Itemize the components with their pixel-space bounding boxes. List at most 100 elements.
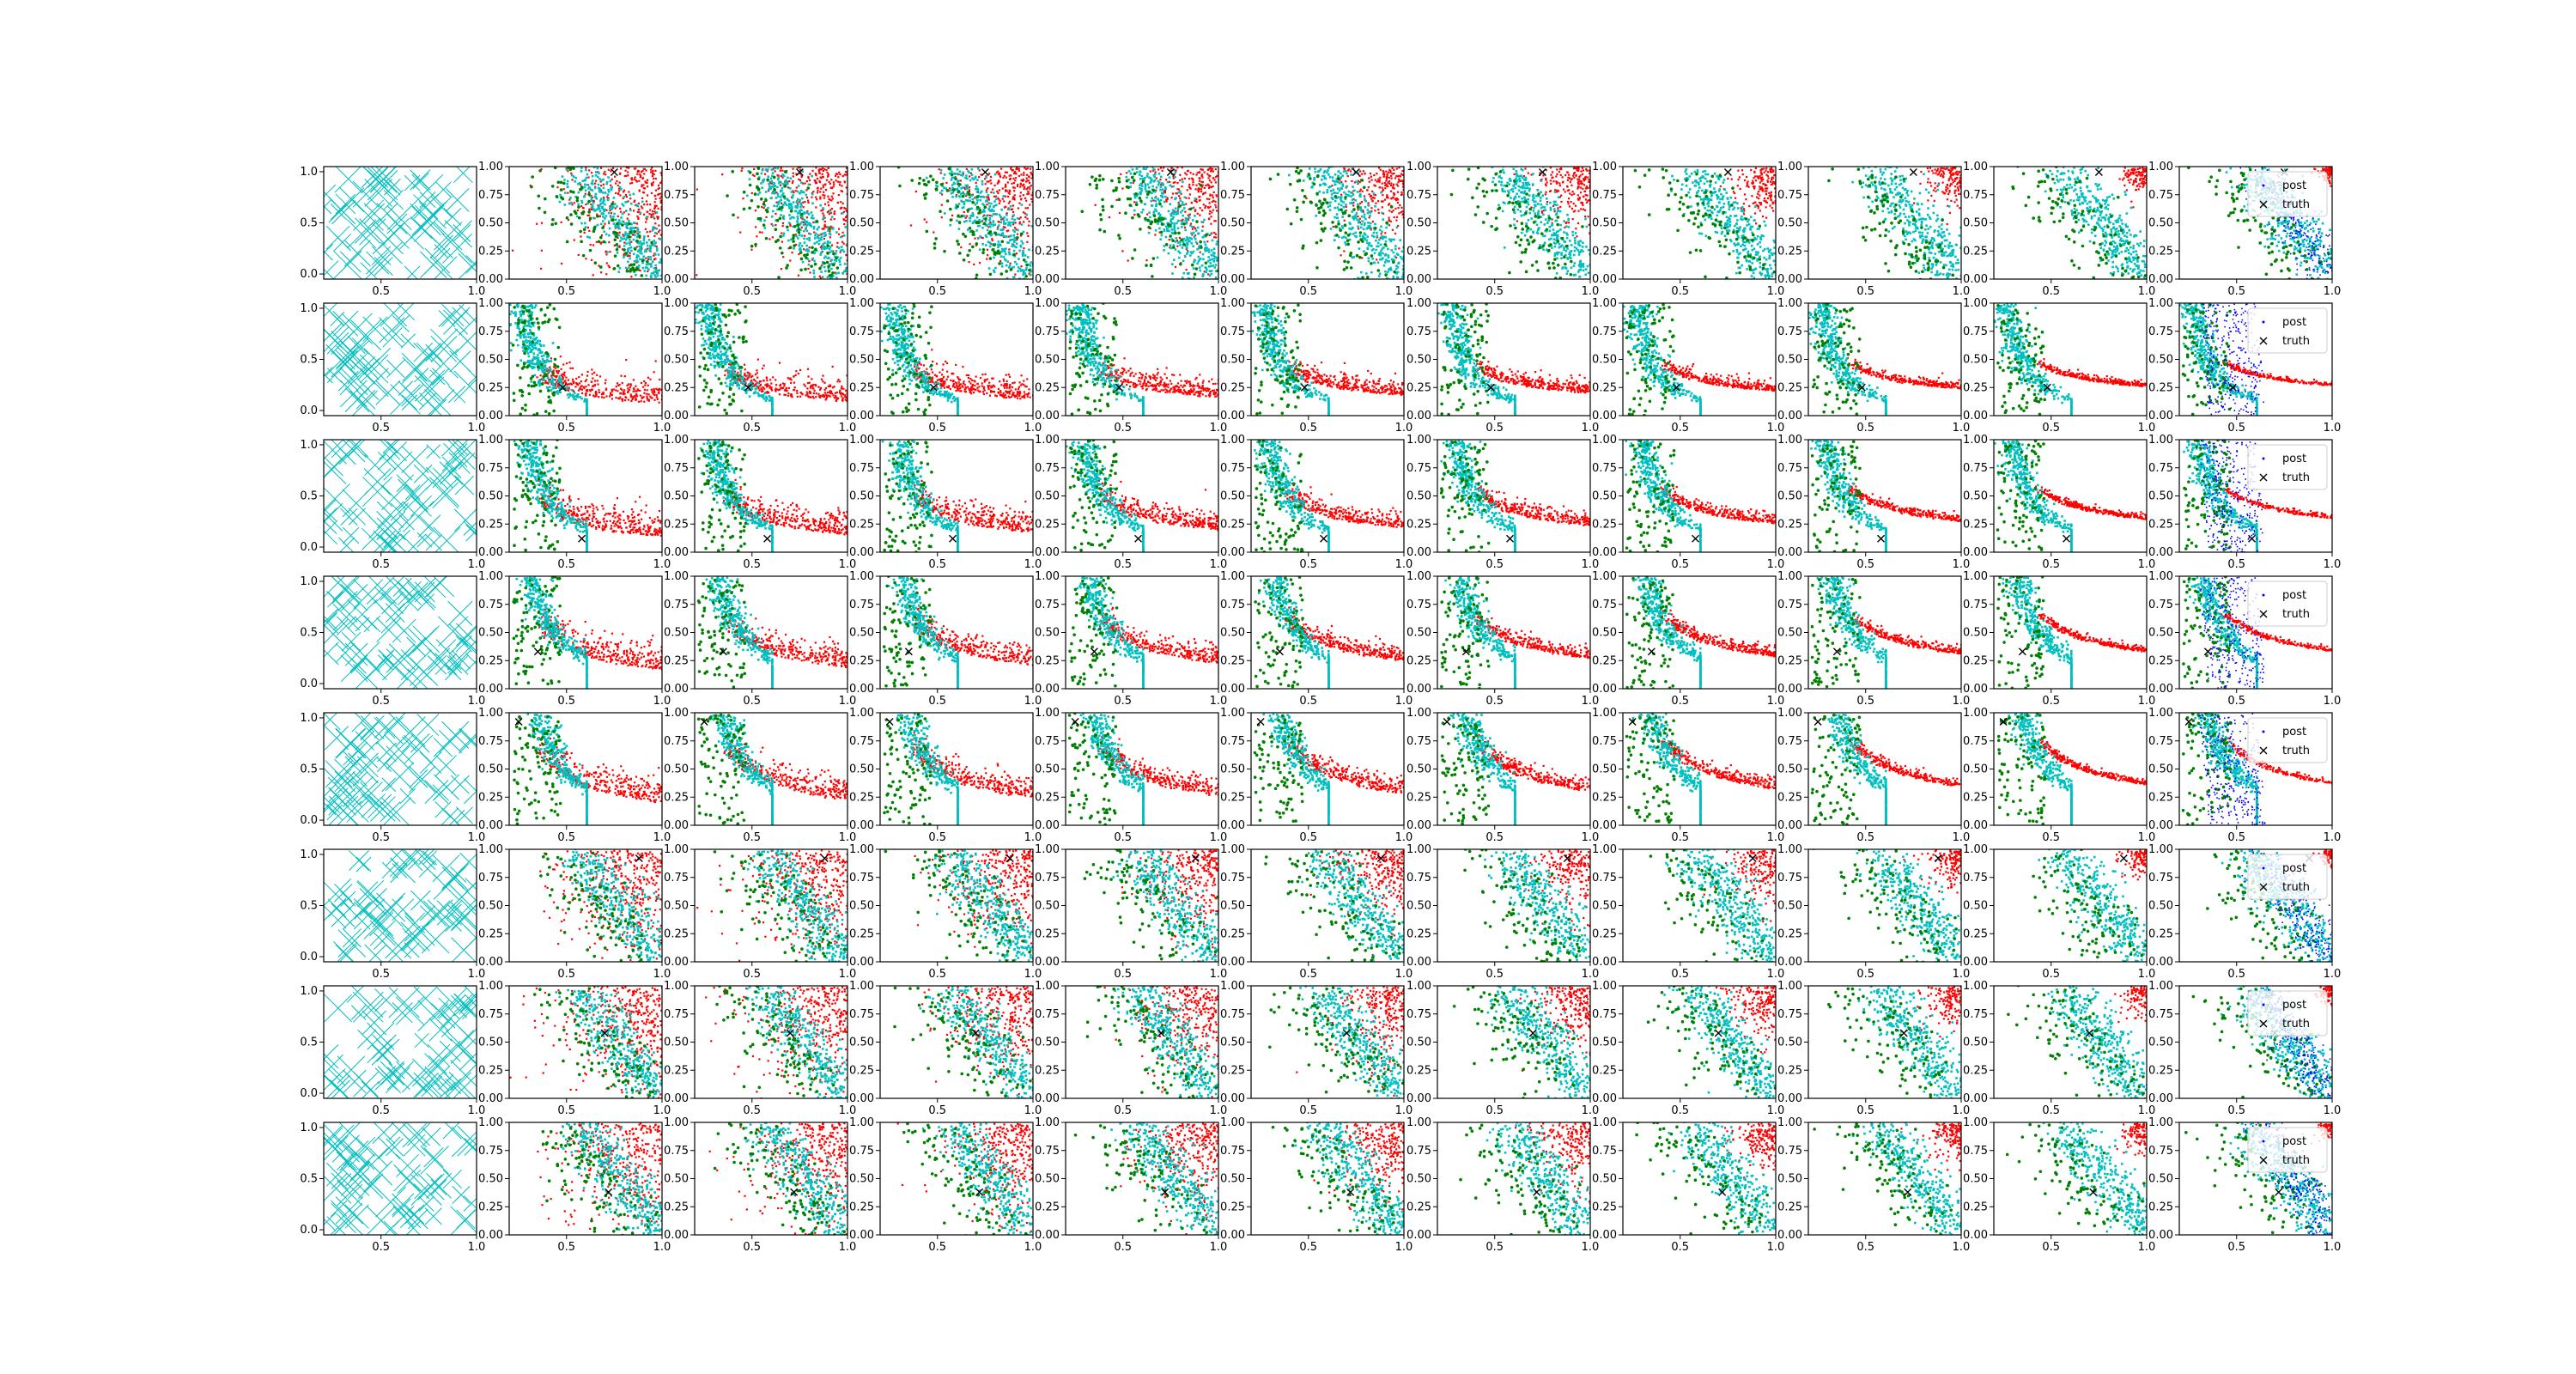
y-tick-label: 0.50 (2148, 627, 2173, 640)
legend-post-label: post (2282, 726, 2306, 739)
x-tick-label: 1.0 (1210, 285, 1228, 298)
sample-marker (361, 528, 383, 550)
subplot-r8-c10: 0.000.250.500.751.000.5 1.0 (1963, 1097, 2173, 1278)
y-tick-label: 0.00 (2148, 683, 2173, 696)
plot-area (311, 434, 482, 560)
truth-marker (1724, 169, 1731, 176)
sample-marker (368, 1161, 392, 1185)
x-tick-label: 1.0 (1953, 831, 1971, 844)
sample-marker (323, 1074, 340, 1091)
sample-marker (344, 240, 370, 266)
y-tick-label: 1.00 (1406, 570, 1431, 583)
y-tick-label: 1.00 (664, 434, 689, 447)
legend-post-label: post (2282, 453, 2306, 465)
subplot-r3-c6: 0.000.250.500.751.000.5 1.0 (1220, 434, 1437, 571)
x-tick-label: 1.0 (2138, 1104, 2156, 1117)
y-tick-label: 1.00 (478, 434, 503, 447)
subplot-r4-c3: 0.000.250.500.751.000.5 1.0 (664, 570, 873, 708)
red-samples (1515, 1122, 1592, 1203)
x-tick-label: 1.0 (1767, 1104, 1785, 1117)
x-tick-label: 1.0 (468, 1241, 486, 1254)
x-tick-label: 1.0 (1395, 1104, 1413, 1117)
cyan-samples (1623, 304, 1702, 416)
sample-marker (369, 516, 392, 538)
y-tick-label: 1.00 (1777, 1116, 1802, 1129)
y-tick-label: 0.75 (1963, 599, 1988, 611)
subplot-r2-c4: 0.000.250.500.751.000.5 1.0 (849, 297, 1061, 435)
red-samples (2114, 986, 2148, 1023)
y-tick-label: 1.00 (478, 980, 503, 993)
x-tick-label: 0.5 (928, 1104, 946, 1117)
sample-marker (408, 629, 436, 657)
sample-marker (434, 222, 462, 250)
y-tick-label: 0.25 (1035, 927, 1060, 940)
sample-marker (317, 244, 333, 260)
red-samples (1917, 986, 1963, 1037)
sample-marker (454, 994, 477, 1016)
truth-marker (1321, 535, 1327, 542)
y-tick-label: 0.25 (2148, 518, 2173, 531)
sample-marker (314, 1044, 337, 1067)
y-tick-label: 0.75 (478, 189, 503, 202)
plot-area (314, 981, 489, 1103)
y-tick-label: 0.50 (1035, 627, 1060, 640)
truth-marker (534, 648, 541, 655)
sample-marker (398, 514, 414, 530)
sample-marker (373, 1122, 395, 1144)
x-tick-label: 1.0 (2138, 968, 2156, 981)
y-tick-label: 1.00 (1777, 570, 1802, 583)
sample-marker (353, 664, 380, 690)
axes-frame (1994, 167, 2147, 279)
sample-marker (410, 170, 431, 191)
sample-marker (429, 477, 459, 507)
y-tick-label: 0.75 (849, 599, 874, 611)
y-tick-label: 0.75 (1963, 735, 1988, 748)
y-tick-label: 0.00 (1220, 546, 1245, 559)
subplot-r6-c10: 0.000.250.500.751.000.5 1.0 (1963, 820, 2172, 994)
y-tick-label: 0.00 (1220, 819, 1245, 832)
legend-post-label: post (2282, 1135, 2306, 1148)
legend-truth-label: truth (2282, 745, 2310, 757)
plot-area (315, 296, 489, 420)
subplot-r5-c6: 0.000.250.500.751.000.5 1.0 (1220, 707, 1436, 844)
truth-marker (1900, 1030, 1907, 1037)
x-tick-label: 0.5 (1856, 285, 1874, 298)
x-tick-label: 0.5 (1299, 968, 1317, 981)
y-tick-label: 0.75 (1220, 462, 1245, 475)
y-tick-label: 0.25 (1777, 1064, 1802, 1077)
sample-marker (446, 189, 469, 212)
sample-marker (460, 853, 478, 871)
prior-samples (313, 568, 484, 694)
x-tick-label: 1.0 (1210, 558, 1228, 571)
y-tick-label: 0.25 (664, 245, 689, 258)
y-tick-label: 0.50 (664, 763, 689, 776)
y-tick-label: 0.5 (300, 490, 318, 503)
green-samples (1813, 1095, 1953, 1265)
y-tick-label: 0.25 (478, 791, 503, 804)
axes-frame (695, 849, 848, 962)
y-tick-label: 0.75 (1406, 599, 1431, 611)
y-tick-label: 0.25 (1592, 518, 1617, 531)
y-tick-label: 0.00 (1406, 410, 1431, 423)
y-tick-label: 0.00 (1406, 683, 1431, 696)
y-tick-label: 0.00 (478, 956, 503, 969)
sample-marker (336, 945, 357, 966)
prior-samples (315, 296, 489, 420)
y-tick-label: 0.00 (664, 1229, 689, 1242)
green-samples (512, 303, 562, 416)
plot-area (660, 1080, 868, 1279)
y-tick-label: 1.00 (1777, 843, 1802, 856)
subplot-r6-c1: 0.00.51.00.5 1.0 (300, 842, 488, 981)
y-tick-label: 1.00 (1406, 297, 1431, 310)
y-tick-label: 1.00 (1777, 707, 1802, 720)
x-tick-label: 0.5 (1299, 558, 1317, 571)
legend-truth-label: truth (2282, 881, 2310, 894)
sample-marker (329, 787, 348, 806)
truth-marker (1692, 535, 1699, 542)
y-tick-label: 0.50 (1220, 1173, 1245, 1186)
y-tick-label: 0.25 (478, 381, 503, 394)
sample-marker (326, 226, 349, 249)
red-samples (2115, 1122, 2149, 1157)
